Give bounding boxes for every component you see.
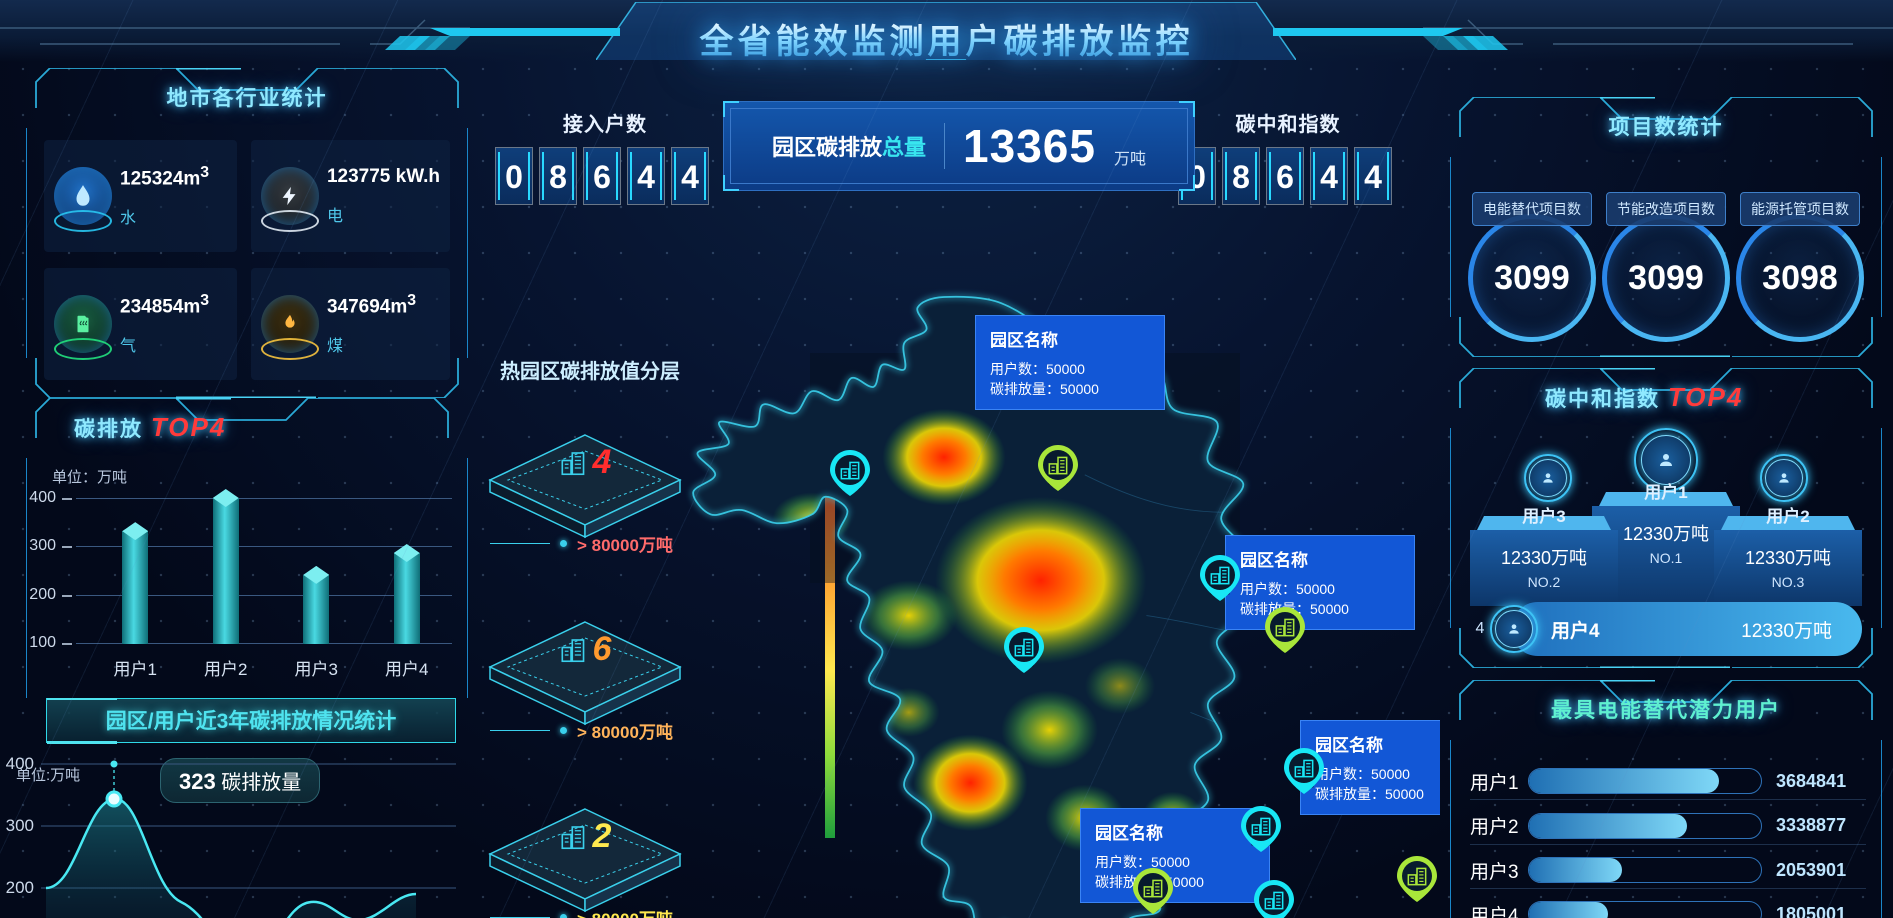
svg-text:200: 200 [6,878,34,897]
svg-text:400: 400 [6,754,34,773]
svg-text:300: 300 [6,816,34,835]
